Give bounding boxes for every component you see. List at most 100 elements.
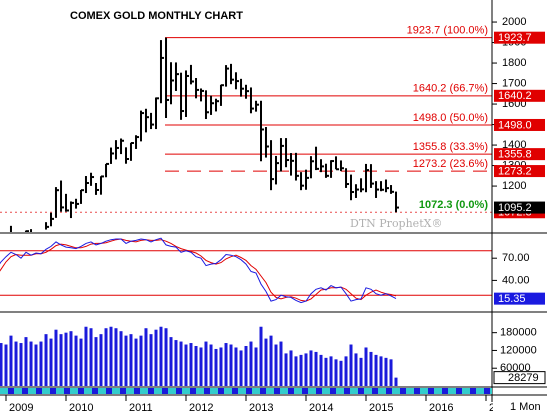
volume-bar	[279, 341, 283, 386]
volume-bar	[24, 337, 28, 386]
volume-bar	[299, 354, 303, 386]
volume-bar	[374, 354, 378, 386]
fib-label: 1640.2 (66.7%)	[413, 83, 488, 95]
volume-bar	[154, 329, 158, 386]
volume-bar	[379, 356, 383, 386]
axis-layer: 1200130014001500160017001800190020001072…	[492, 0, 547, 417]
volume-bar	[164, 328, 168, 386]
level-box	[494, 148, 545, 161]
volume-bar	[349, 344, 353, 386]
x-tick-label: 2010	[69, 402, 93, 414]
volume-bar	[369, 351, 373, 386]
price-panel	[0, 37, 492, 232]
volume-bar	[114, 328, 118, 386]
level-box	[494, 89, 545, 102]
volume-bar	[194, 346, 198, 386]
volume-bar	[244, 346, 248, 386]
plot-layer: 2009201020112012201320142015201620171923…	[0, 25, 513, 414]
volume-bar	[344, 356, 348, 386]
stochastic-line	[0, 237, 397, 304]
last-price-box	[494, 201, 545, 214]
volume-bar	[64, 332, 68, 386]
volume-bar	[204, 341, 208, 386]
level-box-label: 1923.7	[498, 32, 532, 44]
volume-bar	[49, 338, 53, 386]
volume-bar	[389, 359, 393, 386]
volume-bar	[269, 335, 273, 386]
fib-label: 1355.8 (33.3%)	[413, 141, 488, 153]
volume-bar	[309, 350, 313, 386]
volume-bar	[84, 326, 88, 386]
volume-bar	[384, 357, 388, 386]
volume-bar	[119, 331, 123, 386]
volume-bar	[354, 353, 358, 386]
volume-bar	[4, 344, 8, 386]
volume-bar	[319, 354, 323, 386]
volume-value-box	[493, 371, 546, 385]
chart-title: COMEX GOLD MONTHLY CHART	[70, 10, 243, 22]
volume-bar	[39, 341, 43, 386]
volume-bar	[264, 338, 268, 386]
volume-bar	[44, 334, 48, 386]
volume-bar	[189, 343, 193, 386]
x-tick-label: 2015	[369, 402, 393, 414]
volume-bar	[334, 359, 338, 386]
fib-label: 1273.2 (23.6%)	[413, 158, 488, 170]
level-box-label: 1355.8	[498, 149, 532, 161]
stochastic-value-box	[494, 292, 545, 305]
volume-bar	[329, 356, 333, 386]
volume-bar	[314, 351, 318, 386]
volume-bar	[54, 329, 58, 386]
volume-bar	[239, 350, 243, 386]
level-box-label: 1273.2	[498, 165, 532, 177]
watermark: DTN ProphetX®	[350, 217, 442, 230]
volume-bar	[159, 326, 163, 386]
volume-bar	[79, 338, 83, 386]
volume-bar	[254, 347, 258, 386]
level-box-label: 1498.0	[498, 119, 532, 131]
last-price-label: 1095.2	[498, 202, 532, 214]
y-tick-label: 1400	[502, 139, 526, 151]
volume-bar	[74, 335, 78, 386]
volume-bar	[219, 347, 223, 386]
volume-bar	[294, 356, 298, 386]
y-tick-label: 120000	[500, 344, 537, 356]
volume-bar	[224, 343, 228, 386]
level-box	[494, 165, 545, 178]
volume-bar	[134, 338, 138, 386]
y-tick-label: 40.00	[502, 274, 530, 286]
volume-bar	[139, 335, 143, 386]
level-box-label: 1640.2	[498, 90, 532, 102]
y-tick-label: 1800	[502, 57, 526, 69]
period-label: 1 Mon	[510, 401, 541, 413]
time-strip	[0, 388, 492, 394]
volume-bar	[304, 353, 308, 386]
x-tick-label: 2016	[429, 402, 453, 414]
volume-bar	[89, 328, 93, 386]
volume-bar	[19, 343, 23, 386]
level-box	[494, 118, 545, 131]
volume-bar	[149, 334, 153, 386]
level-box	[494, 31, 545, 44]
volume-bar	[144, 328, 148, 386]
stochastic-panel	[0, 237, 492, 304]
volume-bar	[99, 334, 103, 386]
volume-bar	[289, 350, 293, 386]
volume-bar	[94, 337, 98, 386]
y-tick-label: 1200	[502, 180, 526, 192]
volume-bar	[259, 326, 263, 386]
volume-bar	[29, 341, 33, 386]
fib-label: 1498.0 (50.0%)	[413, 112, 488, 124]
volume-bar	[0, 343, 3, 386]
volume-bar	[59, 334, 63, 386]
volume-bar	[394, 377, 398, 386]
volume-bar	[364, 347, 368, 386]
volume-bar	[274, 344, 278, 386]
volume-bar	[124, 335, 128, 386]
x-tick-label: 2009	[9, 402, 33, 414]
stochastic-line	[0, 238, 397, 302]
volume-bar	[34, 344, 38, 386]
volume-bar	[14, 341, 18, 386]
stochastic-value-label: 15.35	[498, 293, 526, 305]
